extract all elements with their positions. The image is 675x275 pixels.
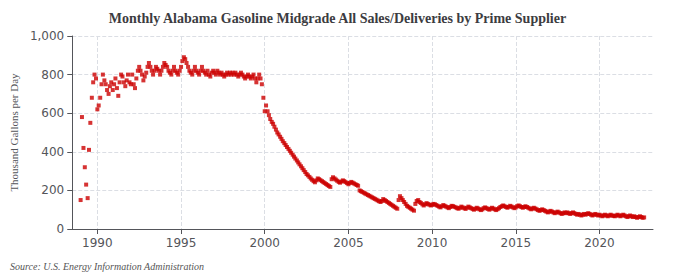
svg-text:2015: 2015 [500,236,531,250]
svg-text:2005: 2005 [333,236,364,250]
svg-text:2020: 2020 [584,236,615,250]
svg-text:200: 200 [41,183,64,197]
svg-text:400: 400 [41,145,64,159]
svg-text:Thousand Gallons per Day: Thousand Gallons per Day [8,73,20,192]
svg-text:2000: 2000 [249,236,280,250]
svg-text:800: 800 [41,68,64,82]
svg-text:1,000: 1,000 [30,29,64,43]
svg-text:600: 600 [41,106,64,120]
svg-text:1990: 1990 [82,236,113,250]
svg-text:Monthly Alabama Gasoline Midgr: Monthly Alabama Gasoline Midgrade All Sa… [109,11,566,26]
svg-text:1995: 1995 [166,236,197,250]
svg-text:2010: 2010 [417,236,448,250]
svg-text:0: 0 [57,222,65,236]
svg-text:Source: U.S. Energy Informatio: Source: U.S. Energy Information Administ… [10,261,204,272]
